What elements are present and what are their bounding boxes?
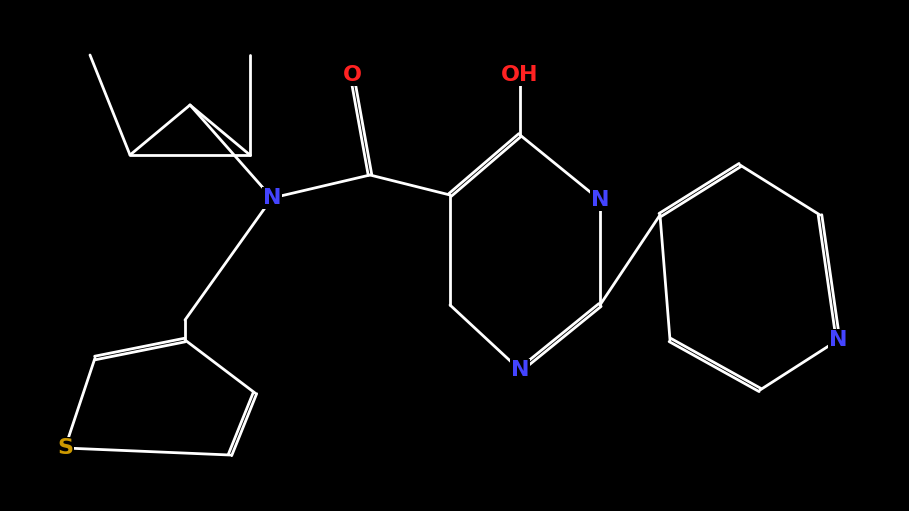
Text: OH: OH — [501, 65, 539, 85]
Text: N: N — [511, 360, 529, 380]
Text: O: O — [343, 65, 362, 85]
Text: N: N — [829, 330, 847, 350]
Text: N: N — [591, 190, 609, 210]
Text: S: S — [57, 438, 73, 458]
Text: N: N — [263, 188, 281, 208]
